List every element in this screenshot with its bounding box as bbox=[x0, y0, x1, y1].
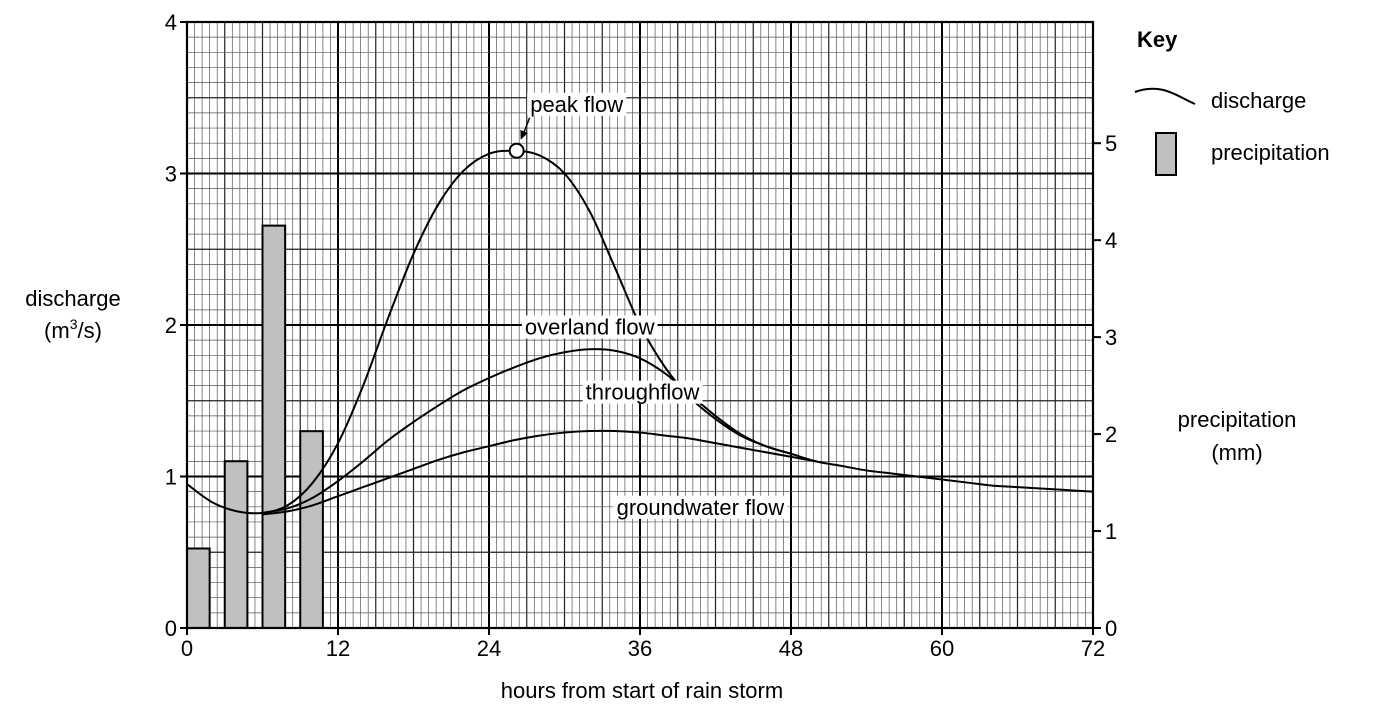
y-left-unit-tail: /s) bbox=[78, 318, 102, 343]
overland-flow-label: overland flow bbox=[525, 315, 655, 340]
throughflow-boundary-line bbox=[262, 429, 817, 516]
y-right-axis-title: precipitation bbox=[1178, 407, 1297, 432]
x-tick-label: 60 bbox=[930, 636, 954, 661]
y-left-axis-title: discharge bbox=[25, 286, 120, 311]
groundwater-flow-label-bg bbox=[613, 495, 788, 519]
key-precipitation-swatch bbox=[1155, 132, 1177, 176]
y-left-axis-unit: (m3/s) bbox=[44, 316, 102, 343]
overland-flow-label-bg bbox=[521, 315, 658, 339]
y-right-tick-label: 1 bbox=[1105, 519, 1117, 544]
overland-flow-boundary-line bbox=[262, 348, 792, 514]
y-right-tick-label: 2 bbox=[1105, 422, 1117, 447]
key-title: Key bbox=[1137, 27, 1178, 52]
throughflow-label-bg bbox=[582, 380, 703, 404]
peak-flow-label: peak flow bbox=[530, 92, 623, 117]
x-tick-label: 0 bbox=[181, 636, 193, 661]
y-left-tick-label: 4 bbox=[165, 10, 177, 35]
throughflow-label: throughflow bbox=[586, 380, 700, 405]
key: Key discharge precipitation bbox=[1134, 27, 1330, 176]
y-left-unit-superscript: 3 bbox=[70, 316, 78, 332]
plot-frame bbox=[180, 20, 1101, 635]
x-tick-label: 36 bbox=[628, 636, 652, 661]
y-right-tick-label: 5 bbox=[1105, 131, 1117, 156]
precipitation-bar bbox=[299, 430, 324, 629]
y-right-tick-label: 0 bbox=[1105, 616, 1117, 641]
x-tick-label: 72 bbox=[1081, 636, 1105, 661]
y-right-axis-unit: (mm) bbox=[1211, 440, 1262, 465]
y-left-tick-label: 0 bbox=[165, 616, 177, 641]
precipitation-bar bbox=[186, 547, 211, 629]
peak-flow-label-bg bbox=[527, 92, 627, 116]
key-discharge-label: discharge bbox=[1211, 88, 1306, 113]
groundwater-flow-label: groundwater flow bbox=[617, 495, 785, 520]
peak-flow-arrowhead bbox=[520, 129, 528, 140]
y-left-tick-label: 1 bbox=[165, 465, 177, 490]
y-right-tick-label: 3 bbox=[1105, 325, 1117, 350]
precipitation-bar bbox=[261, 224, 287, 629]
annotations: peak flow overland flow throughflow grou… bbox=[508, 92, 788, 520]
y-right-tick-label: 4 bbox=[1105, 228, 1117, 253]
key-precipitation-label: precipitation bbox=[1211, 140, 1330, 165]
x-tick-label: 48 bbox=[779, 636, 803, 661]
x-tick-label: 24 bbox=[477, 636, 501, 661]
precipitation-bar bbox=[223, 460, 249, 629]
x-axis-title: hours from start of rain storm bbox=[501, 678, 783, 703]
y-left-tick-label: 3 bbox=[165, 162, 177, 187]
key-discharge-swatch bbox=[1134, 87, 1196, 105]
y-left-tick-label: 2 bbox=[165, 313, 177, 338]
peak-flow-marker bbox=[508, 142, 525, 159]
x-tick-label: 12 bbox=[326, 636, 350, 661]
y-left-unit-base: (m bbox=[44, 318, 70, 343]
